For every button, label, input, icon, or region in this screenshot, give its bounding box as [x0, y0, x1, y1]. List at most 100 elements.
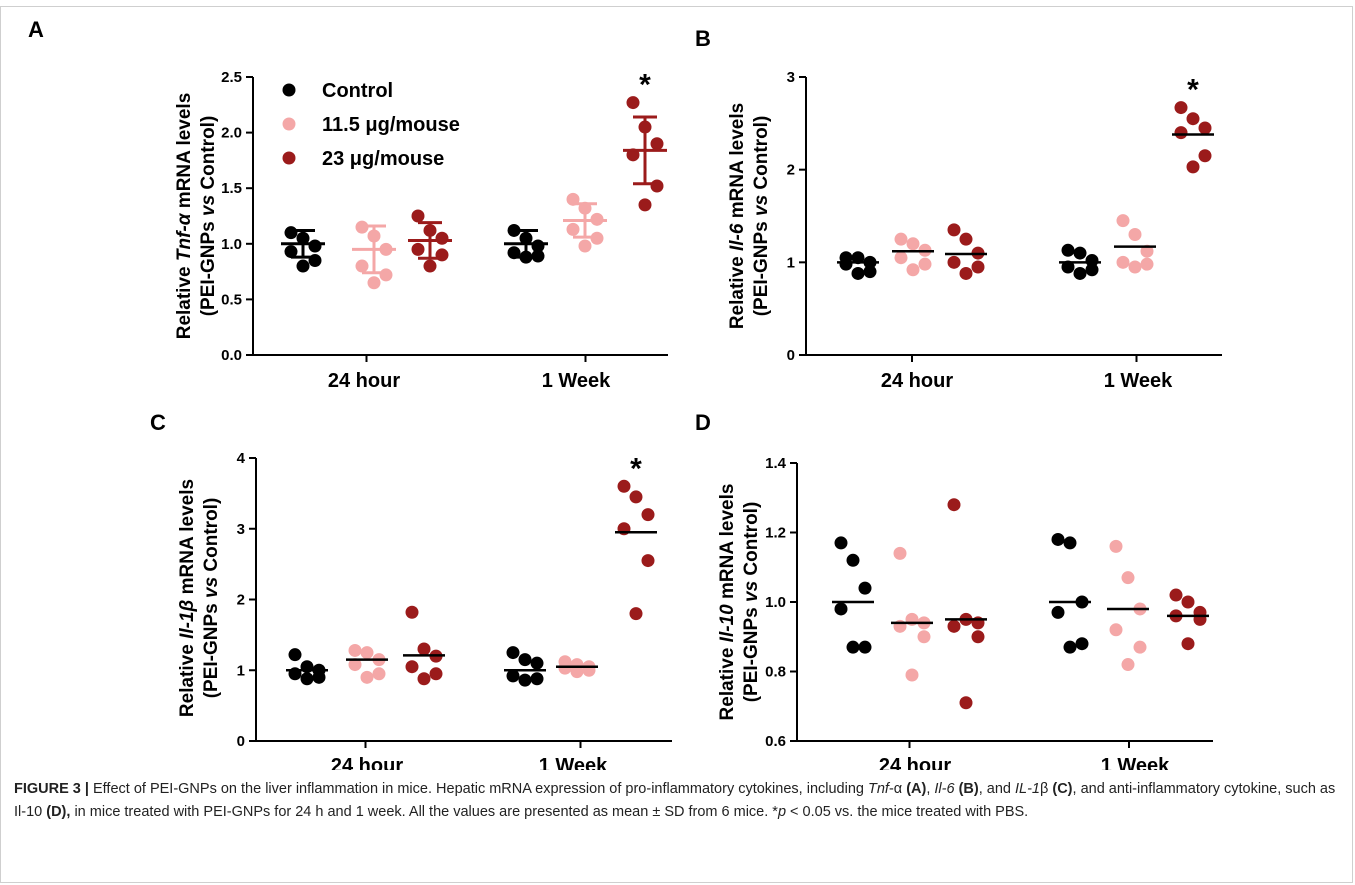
data-point — [360, 670, 374, 684]
data-point — [905, 668, 919, 682]
data-point — [288, 648, 302, 662]
panel-letter: C — [150, 410, 166, 435]
y-axis-label-line1: Relative Tnf-α mRNA levels — [174, 93, 195, 340]
data-point — [518, 673, 532, 687]
y-axis-label-suffix: mRNA levels — [727, 103, 748, 224]
caption-ref-a: (A) — [906, 781, 927, 797]
panel-d: D 0.6 0.8 1.0 1.2 1.4 24 hour 1 Week Relative Il… — [695, 410, 1213, 770]
y-axis-label-suffix: mRNA levels — [177, 479, 198, 600]
data-point — [284, 226, 298, 240]
panel-c: C 0 1 2 3 4 24 hour 1 Week Relative Il-1β mRNA l… — [150, 410, 672, 770]
y-axis-label: Relative Il-6 mRNA levels(PEI-GNPs vs Co… — [727, 103, 772, 329]
y-tick-label: 0.5 — [221, 291, 242, 308]
data-point — [638, 198, 652, 212]
panel-letter: D — [695, 410, 711, 435]
data-point — [1128, 228, 1142, 242]
legend-label: 23 μg/mouse — [322, 148, 444, 170]
data-point — [570, 665, 584, 679]
data-point — [947, 255, 961, 269]
data-point — [1051, 532, 1065, 546]
x-category-label: 1 Week — [1104, 370, 1173, 392]
data-point — [300, 672, 314, 686]
data-point — [894, 232, 908, 246]
y-axis-label-line2: (PEI-GNPs vs Control) — [198, 116, 219, 317]
data-point — [947, 619, 961, 633]
caption-text-3: , — [926, 781, 935, 797]
data-point — [1073, 266, 1087, 280]
y-axis-label-line2-vs: vs — [751, 195, 772, 216]
y-axis-label-prefix: Relative — [174, 261, 195, 339]
data-point — [348, 643, 362, 657]
y-tick-label: 2.5 — [221, 69, 242, 86]
panel-b: B 0 1 2 3 24 hour 1 Week Relative Il-6 mRNA lev… — [695, 26, 1222, 392]
data-point — [917, 630, 931, 644]
data-point — [379, 268, 393, 282]
y-tick-label: 1.2 — [765, 525, 786, 542]
y-tick-label: 0 — [787, 347, 795, 364]
data-point — [578, 239, 592, 253]
legend-marker — [282, 151, 296, 165]
y-axis-label-gene: Il-6 — [727, 223, 748, 251]
figure-canvas: A 0.0 0.5 1.0 1.5 2.0 2.5 24 hour 1 Week Relative… — [28, 17, 1222, 770]
data-point — [959, 696, 973, 710]
y-axis-label-line2-a: (PEI-GNPs — [741, 602, 762, 702]
data-point — [839, 257, 853, 271]
data-point — [417, 672, 431, 686]
data-point — [312, 670, 326, 684]
caption-text-1: Effect of PEI-GNPs on the liver inflamma… — [88, 781, 868, 797]
data-point — [906, 263, 920, 277]
y-axis-label-line2-b: Control) — [741, 502, 762, 581]
data-point — [372, 667, 386, 681]
data-point — [1133, 640, 1147, 654]
data-point — [971, 260, 985, 274]
y-axis-label-line1: Relative Il-6 mRNA levels — [727, 103, 748, 329]
data-point — [834, 602, 848, 616]
data-point — [1109, 539, 1123, 553]
x-category-label: 1 Week — [1101, 755, 1170, 770]
y-axis-label-line2: (PEI-GNPs vs Control) — [751, 116, 772, 317]
data-point — [858, 640, 872, 654]
caption-il6: Il-6 — [934, 781, 955, 797]
data-point — [1198, 121, 1212, 135]
y-axis-label-line2-b: Control) — [198, 116, 219, 195]
significance-star: * — [1187, 74, 1199, 107]
y-tick-label: 2 — [787, 162, 795, 179]
data-point — [411, 209, 425, 223]
figure-caption: FIGURE 3 | Effect of PEI-GNPs on the liv… — [14, 778, 1339, 824]
legend: Control 11.5 μg/mouse 23 μg/mouse — [282, 80, 460, 170]
y-tick-label: 1.5 — [221, 180, 242, 197]
legend-label: Control — [322, 80, 393, 102]
data-point — [617, 479, 631, 493]
data-point — [650, 179, 664, 193]
data-point — [906, 237, 920, 251]
caption-text-6: β — [1040, 781, 1053, 797]
y-axis-label: Relative Il-10 mRNA levels(PEI-GNPs vs C… — [717, 484, 762, 721]
data-point — [1061, 260, 1075, 274]
data-point — [863, 265, 877, 279]
data-point — [1140, 244, 1154, 258]
significance-star: * — [630, 452, 642, 485]
data-point — [1174, 126, 1188, 140]
data-point — [355, 259, 369, 273]
y-axis-label-line2-a: (PEI-GNPs — [201, 598, 222, 698]
y-axis-label-line2-vs: vs — [741, 581, 762, 602]
x-category-label: 24 hour — [331, 755, 403, 770]
x-category-label: 1 Week — [542, 370, 611, 392]
y-axis-label-prefix: Relative — [717, 642, 738, 720]
data-point — [641, 508, 655, 522]
legend-label: 11.5 μg/mouse — [322, 114, 460, 136]
data-point — [405, 660, 419, 674]
data-point — [367, 276, 381, 290]
caption-text-7: , and anti-inflammatory cytokine, such a… — [14, 781, 1336, 820]
y-axis-label-line1: Relative Il-10 mRNA levels — [717, 484, 738, 721]
data-point — [360, 646, 374, 660]
panel-letter: A — [28, 17, 44, 42]
caption-tnf: Tnf — [867, 781, 889, 797]
caption-text-5: , and — [978, 781, 1015, 797]
data-point — [506, 669, 520, 683]
caption-il1b: IL-1 — [1015, 781, 1040, 797]
data-point — [405, 605, 419, 619]
data-point — [1075, 637, 1089, 651]
caption-p: p — [777, 804, 787, 820]
y-axis-label-line1: Relative Il-1β mRNA levels — [177, 479, 198, 717]
